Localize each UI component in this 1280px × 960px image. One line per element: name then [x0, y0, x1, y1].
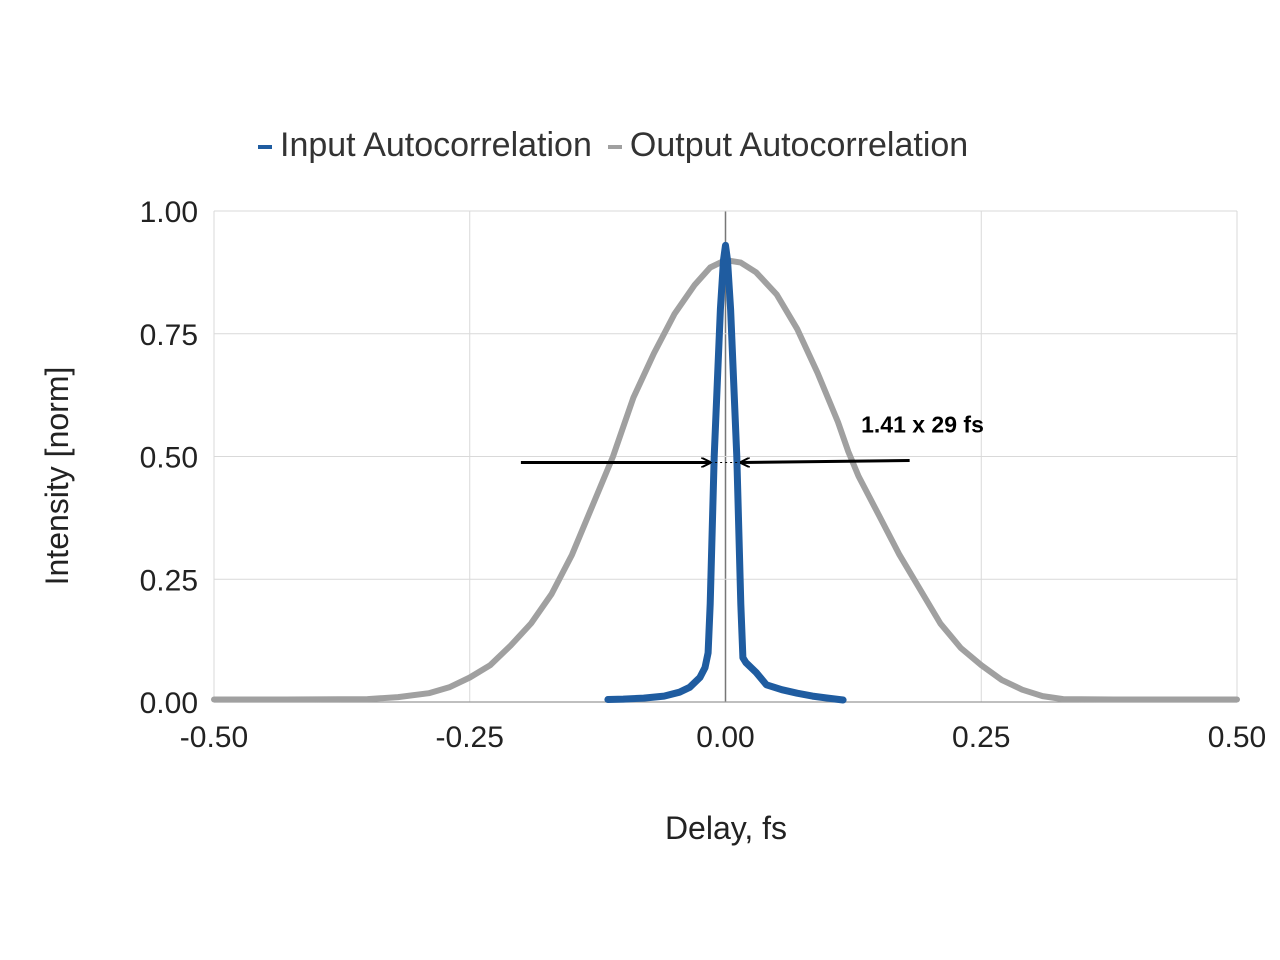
legend-item-output: Output Autocorrelation [607, 126, 969, 165]
series-lines [211, 241, 1240, 704]
legend-item-input: Input Autocorrelation [258, 126, 592, 165]
y-tick-labels: 0.00 0.25 0.50 0.75 1.00 [140, 196, 198, 720]
x-tick-label: -0.50 [180, 721, 248, 754]
x-tick-label: -0.25 [436, 721, 504, 754]
grid-lines [213, 210, 1238, 703]
y-axis-title: Intensity [norm] [39, 367, 75, 586]
x-tick-labels: -0.50 -0.25 0.00 0.25 0.50 [180, 721, 1266, 754]
legend-label-input: Input Autocorrelation [280, 126, 592, 164]
y-tick-label: 0.25 [140, 564, 198, 597]
x-axis-title: Delay, fs [665, 810, 787, 846]
x-tick-label: 0.25 [952, 721, 1010, 754]
legend-swatch-input [258, 144, 272, 149]
y-tick-label: 0.50 [140, 442, 198, 475]
series-line-input [604, 241, 847, 704]
fwhm-annotation: 1.41 x 29 fs [520, 412, 984, 463]
legend-label-output: Output Autocorrelation [629, 126, 969, 164]
fwhm-annotation-label: 1.41 x 29 fs [861, 412, 984, 438]
y-tick-label: 0.00 [140, 687, 198, 720]
legend-swatch-output [607, 144, 622, 149]
chart-legend: Input Autocorrelation Output Autocorrela… [258, 126, 984, 165]
series-line-output [211, 257, 1240, 703]
fwhm-arrow-right [741, 461, 910, 463]
y-tick-label: 1.00 [140, 196, 198, 229]
x-tick-label: 0.00 [696, 721, 754, 754]
x-tick-label: 0.50 [1208, 721, 1266, 754]
y-tick-label: 0.75 [140, 319, 198, 352]
